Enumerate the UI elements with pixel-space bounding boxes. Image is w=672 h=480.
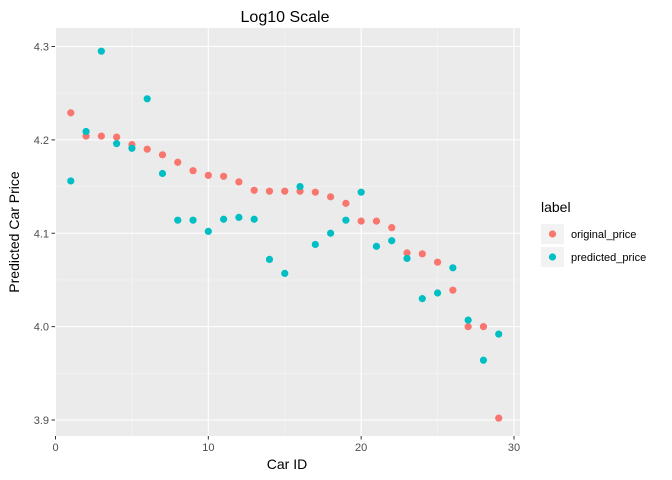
data-point-predicted-price bbox=[174, 216, 182, 224]
legend-title: label bbox=[541, 199, 571, 215]
data-point-original-price bbox=[433, 258, 442, 266]
data-point-predicted-price bbox=[433, 289, 442, 297]
data-point-original-price bbox=[495, 414, 503, 422]
data-point-original-price bbox=[327, 193, 335, 201]
data-point-predicted-price bbox=[464, 316, 472, 324]
data-point-predicted-price bbox=[128, 144, 136, 152]
legend-label-original-price: original_price bbox=[571, 229, 636, 241]
x-tick-label: 20 bbox=[355, 442, 367, 454]
y-tick-label: 3.9 bbox=[34, 415, 49, 427]
data-point-original-price bbox=[265, 187, 274, 195]
data-point-original-price bbox=[418, 250, 426, 258]
data-point-original-price bbox=[220, 172, 228, 180]
data-point-predicted-price bbox=[113, 140, 121, 148]
y-tick-label: 4.0 bbox=[34, 322, 49, 334]
y-tick-label: 4.3 bbox=[34, 42, 49, 54]
x-axis: 0 10 20 30 bbox=[52, 436, 520, 454]
data-point-original-price bbox=[174, 158, 182, 166]
data-point-original-price bbox=[235, 178, 243, 186]
data-point-original-price bbox=[342, 199, 350, 207]
data-point-predicted-price bbox=[311, 240, 319, 249]
data-point-original-price bbox=[464, 323, 472, 331]
data-point-original-price bbox=[158, 151, 167, 159]
x-axis-title: Car ID bbox=[267, 456, 307, 472]
chart-title: Log10 Scale bbox=[241, 9, 330, 26]
x-tick-label: 10 bbox=[202, 442, 214, 454]
data-point-predicted-price bbox=[357, 188, 365, 196]
legend: label original_price predicted_price bbox=[541, 199, 646, 267]
data-points bbox=[67, 47, 503, 422]
data-point-original-price bbox=[204, 171, 212, 179]
data-point-original-price bbox=[97, 132, 105, 140]
data-point-predicted-price bbox=[204, 227, 212, 235]
data-point-original-price bbox=[113, 133, 121, 141]
data-point-predicted-price bbox=[342, 216, 350, 224]
grid-minor bbox=[55, 28, 520, 436]
y-tick-label: 4.2 bbox=[34, 135, 49, 147]
x-tick-label: 0 bbox=[52, 442, 58, 454]
data-point-predicted-price bbox=[97, 47, 105, 55]
data-point-predicted-price bbox=[403, 254, 411, 263]
data-point-predicted-price bbox=[449, 264, 457, 272]
grid-major bbox=[54, 28, 520, 436]
data-point-original-price bbox=[479, 323, 488, 331]
data-point-original-price bbox=[372, 217, 381, 225]
data-point-predicted-price bbox=[158, 169, 167, 178]
data-point-predicted-price bbox=[143, 95, 151, 103]
data-point-original-price bbox=[281, 187, 289, 195]
data-point-predicted-price bbox=[250, 215, 258, 223]
legend-key-original-price bbox=[548, 230, 557, 238]
data-point-original-price bbox=[311, 188, 319, 196]
data-point-original-price bbox=[250, 186, 258, 194]
data-point-original-price bbox=[388, 224, 396, 232]
data-point-predicted-price bbox=[220, 215, 228, 223]
data-point-predicted-price bbox=[296, 182, 304, 191]
data-point-predicted-price bbox=[495, 330, 503, 338]
data-point-original-price bbox=[357, 217, 365, 225]
data-point-predicted-price bbox=[265, 255, 274, 263]
data-point-predicted-price bbox=[281, 269, 289, 278]
y-axis-title: Predicted Car Price bbox=[6, 171, 22, 293]
data-point-original-price bbox=[143, 145, 151, 153]
data-point-predicted-price bbox=[82, 127, 90, 136]
data-point-predicted-price bbox=[67, 177, 75, 185]
legend-key-predicted-price bbox=[548, 253, 557, 261]
data-point-original-price bbox=[449, 286, 457, 294]
data-point-original-price bbox=[189, 167, 197, 175]
data-point-predicted-price bbox=[372, 242, 381, 250]
data-point-predicted-price bbox=[479, 356, 488, 364]
data-point-predicted-price bbox=[327, 229, 335, 237]
plot-panel bbox=[55, 28, 520, 436]
x-tick-label: 30 bbox=[508, 442, 520, 454]
data-point-original-price bbox=[403, 249, 411, 257]
data-point-predicted-price bbox=[235, 213, 243, 221]
data-point-predicted-price bbox=[189, 216, 197, 224]
legend-label-predicted-price: predicted_price bbox=[571, 252, 646, 264]
data-point-predicted-price bbox=[388, 237, 396, 245]
y-axis: 3.9 4.0 4.1 4.2 4.3 bbox=[34, 42, 55, 427]
data-point-predicted-price bbox=[418, 295, 426, 303]
data-point-original-price bbox=[67, 109, 75, 117]
y-tick-label: 4.1 bbox=[34, 228, 49, 240]
